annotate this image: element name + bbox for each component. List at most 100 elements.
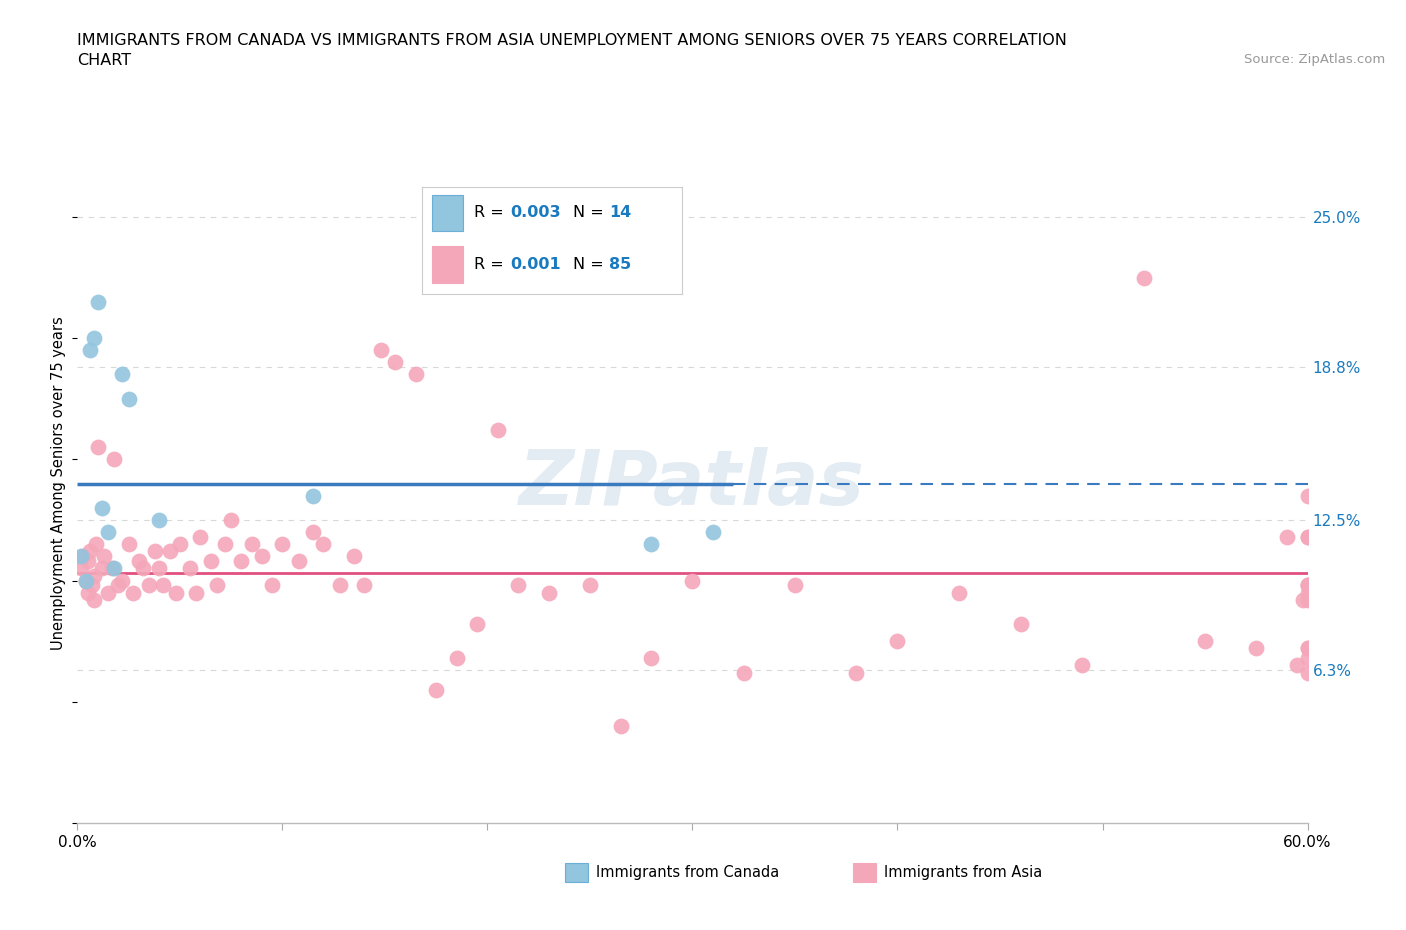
Point bbox=[103, 561, 125, 576]
Point bbox=[165, 585, 187, 600]
Text: Immigrants from Canada: Immigrants from Canada bbox=[596, 865, 779, 880]
Point bbox=[1296, 651, 1319, 666]
Point bbox=[148, 512, 170, 527]
Point bbox=[508, 578, 530, 593]
Point bbox=[783, 578, 806, 593]
Text: N =: N = bbox=[572, 257, 609, 272]
Point bbox=[271, 537, 294, 551]
Point bbox=[343, 549, 366, 564]
Text: 85: 85 bbox=[609, 257, 631, 272]
Point bbox=[93, 549, 115, 564]
Point bbox=[111, 367, 134, 382]
Point bbox=[1296, 641, 1319, 656]
Text: 0.001: 0.001 bbox=[510, 257, 561, 272]
Point bbox=[101, 561, 124, 576]
Bar bbox=[432, 246, 464, 283]
Point bbox=[97, 585, 120, 600]
Point bbox=[353, 578, 375, 593]
Point bbox=[609, 719, 631, 734]
Point bbox=[200, 553, 222, 568]
Point bbox=[97, 525, 120, 539]
Point bbox=[72, 549, 94, 564]
Point bbox=[179, 561, 201, 576]
Point bbox=[948, 585, 970, 600]
Point bbox=[70, 549, 93, 564]
Text: IMMIGRANTS FROM CANADA VS IMMIGRANTS FROM ASIA UNEMPLOYMENT AMONG SENIORS OVER 7: IMMIGRANTS FROM CANADA VS IMMIGRANTS FRO… bbox=[77, 33, 1067, 47]
Text: Source: ZipAtlas.com: Source: ZipAtlas.com bbox=[1244, 53, 1385, 66]
Point bbox=[138, 578, 160, 593]
Point bbox=[302, 525, 325, 539]
Point bbox=[1296, 592, 1319, 607]
Point bbox=[132, 561, 155, 576]
Point bbox=[107, 578, 129, 593]
Point bbox=[1286, 658, 1309, 673]
Point bbox=[240, 537, 263, 551]
Point bbox=[446, 651, 468, 666]
Point bbox=[1296, 585, 1319, 600]
Point bbox=[188, 529, 212, 544]
Text: N =: N = bbox=[572, 205, 609, 219]
Point bbox=[159, 544, 181, 559]
Point bbox=[75, 573, 97, 588]
Point bbox=[90, 561, 114, 576]
Point bbox=[152, 578, 174, 593]
Text: CHART: CHART bbox=[77, 53, 131, 68]
Point bbox=[1071, 658, 1094, 673]
Point bbox=[1296, 641, 1319, 656]
Point bbox=[1132, 270, 1154, 285]
Text: R =: R = bbox=[474, 257, 509, 272]
Point bbox=[90, 500, 114, 515]
Point bbox=[76, 553, 98, 568]
Point bbox=[205, 578, 228, 593]
Point bbox=[425, 683, 447, 698]
Point bbox=[117, 537, 139, 551]
Point bbox=[1296, 578, 1319, 593]
Point bbox=[405, 367, 427, 382]
Text: Immigrants from Asia: Immigrants from Asia bbox=[884, 865, 1043, 880]
Point bbox=[1296, 578, 1319, 593]
Point bbox=[117, 392, 139, 406]
Text: 14: 14 bbox=[609, 205, 631, 219]
Point bbox=[1296, 529, 1319, 544]
Point bbox=[76, 585, 98, 600]
Point bbox=[1296, 529, 1319, 544]
Point bbox=[329, 578, 352, 593]
Point bbox=[84, 537, 107, 551]
Point bbox=[186, 585, 208, 600]
Point bbox=[288, 553, 311, 568]
Point bbox=[886, 633, 908, 648]
Point bbox=[579, 578, 602, 593]
Point bbox=[1296, 665, 1319, 680]
Point bbox=[79, 544, 101, 559]
Point bbox=[465, 617, 488, 631]
Point bbox=[537, 585, 560, 600]
Point bbox=[702, 525, 724, 539]
Point bbox=[121, 585, 143, 600]
Point bbox=[733, 665, 755, 680]
Point bbox=[640, 537, 662, 551]
Point bbox=[1296, 578, 1319, 593]
Point bbox=[87, 294, 110, 309]
Text: ZIPatlas: ZIPatlas bbox=[519, 446, 866, 521]
Point bbox=[83, 568, 105, 583]
Point bbox=[1246, 641, 1268, 656]
Point bbox=[1194, 633, 1216, 648]
Bar bbox=[432, 195, 464, 232]
Point bbox=[75, 573, 97, 588]
Point bbox=[80, 578, 103, 593]
Point bbox=[370, 343, 392, 358]
Point bbox=[1010, 617, 1032, 631]
Text: R =: R = bbox=[474, 205, 509, 219]
Point bbox=[312, 537, 335, 551]
Point bbox=[128, 553, 150, 568]
Text: 0.003: 0.003 bbox=[510, 205, 561, 219]
Point bbox=[640, 651, 662, 666]
Point bbox=[250, 549, 273, 564]
Y-axis label: Unemployment Among Seniors over 75 years: Unemployment Among Seniors over 75 years bbox=[51, 317, 66, 650]
Point bbox=[103, 452, 125, 467]
Point bbox=[148, 561, 170, 576]
Point bbox=[83, 331, 105, 346]
Point bbox=[486, 423, 509, 438]
Point bbox=[1275, 529, 1298, 544]
Point bbox=[70, 561, 93, 576]
